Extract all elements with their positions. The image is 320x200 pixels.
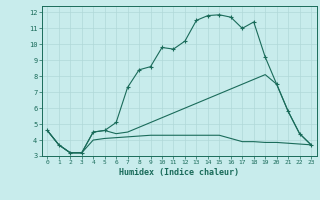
- X-axis label: Humidex (Indice chaleur): Humidex (Indice chaleur): [119, 168, 239, 177]
